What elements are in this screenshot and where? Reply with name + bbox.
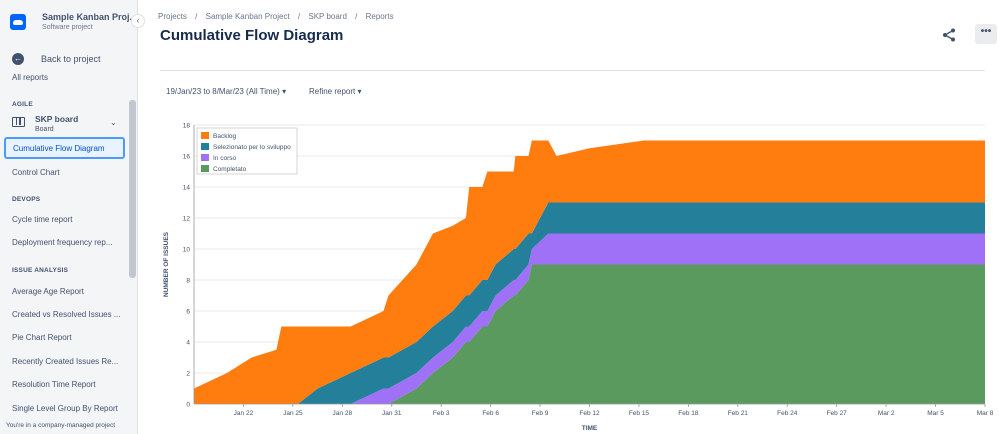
- area-in-corso[interactable]: [194, 233, 985, 405]
- x-tick-label: Feb 9: [532, 410, 549, 417]
- sidebar-item-resolution-time[interactable]: Resolution Time Report: [12, 380, 96, 389]
- project-info: Sample Kanban Proj... Software project: [42, 12, 137, 31]
- arrow-left-icon: ←: [12, 53, 24, 65]
- sidebar-item-control-chart[interactable]: Control Chart: [12, 168, 60, 177]
- y-tick-label: 10: [183, 247, 191, 254]
- cumulative-flow-chart: 0 2 4 6 8 10 12 14 16 18 Jan 22 Jan 25 Jan 28 Jan 31 F…: [163, 123, 994, 433]
- breadcrumb-separator: /: [355, 12, 358, 21]
- share-icon[interactable]: [941, 27, 957, 43]
- caret-down-icon: ▾: [357, 87, 362, 96]
- y-tick-label: 12: [183, 216, 191, 223]
- y-tick-label: 8: [186, 278, 190, 285]
- y-tick-label: 0: [186, 402, 190, 409]
- breadcrumb-board[interactable]: SKP board: [308, 12, 347, 21]
- breadcrumb-separator: /: [297, 12, 301, 21]
- x-tick-label: Feb 21: [728, 410, 749, 417]
- sidebar-item-single-level-group[interactable]: Single Level Group By Report: [12, 404, 118, 413]
- legend-label: Backlog: [213, 133, 237, 140]
- caret-down-icon: ▾: [282, 87, 287, 96]
- legend-swatch: [201, 132, 209, 139]
- section-agile: AGILE: [12, 101, 33, 108]
- y-tick-label: 16: [183, 154, 191, 161]
- x-tick-label: Feb 15: [629, 410, 650, 417]
- legend-swatch: [201, 165, 209, 172]
- section-issue-analysis: ISSUE ANALYSIS: [12, 267, 69, 274]
- refine-report-label: Refine report: [309, 87, 356, 96]
- breadcrumb-separator: /: [195, 12, 198, 21]
- sidebar-item-recently-created[interactable]: Recently Created Issues Re...: [12, 357, 119, 366]
- company-managed-note: You're in a company-managed project: [6, 422, 116, 429]
- more-actions-button[interactable]: •••: [975, 24, 997, 44]
- project-type: Software project: [42, 24, 93, 31]
- x-tick-label: Feb 6: [482, 410, 499, 417]
- legend-swatch: [201, 143, 209, 150]
- x-tick-label: Feb 18: [678, 410, 699, 417]
- sidebar-item-created-vs-resolved[interactable]: Created vs Resolved Issues ...: [12, 310, 121, 319]
- sidebar: Sample Kanban Proj... Software project ←…: [0, 0, 138, 434]
- legend-label: In corso: [213, 155, 237, 162]
- sidebar-item-cumulative-flow[interactable]: Cumulative Flow Diagram: [4, 137, 125, 159]
- breadcrumb: Projects / Sample Kanban Project / SKP b…: [158, 12, 400, 21]
- area-selezionato-per-lo-sviluppo[interactable]: [194, 202, 985, 405]
- date-range-label: 19/Jan/23 to 8/Mar/23 (All Time): [166, 87, 280, 96]
- y-tick-label: 2: [186, 371, 190, 378]
- page-title: Cumulative Flow Diagram: [160, 27, 344, 44]
- x-tick-label: Mar 2: [878, 410, 895, 417]
- cloud-icon: [10, 14, 26, 30]
- x-tick-label: Jan 25: [283, 410, 303, 417]
- chevron-down-icon[interactable]: ⌄: [110, 118, 117, 127]
- back-to-project-link[interactable]: ← Back to project: [12, 53, 101, 65]
- legend-swatch: [201, 154, 209, 161]
- sidebar-item-cycle-time[interactable]: Cycle time report: [12, 215, 73, 224]
- board-selector[interactable]: SKP board Board: [12, 114, 78, 133]
- y-tick-label: 6: [186, 309, 190, 316]
- breadcrumb-projects[interactable]: Projects: [158, 12, 187, 21]
- sidebar-item-pie-chart[interactable]: Pie Chart Report: [12, 333, 72, 342]
- x-tick-label: Jan 22: [234, 410, 254, 417]
- x-tick-label: Mar 8: [977, 410, 994, 417]
- collapse-sidebar-button[interactable]: ‹: [131, 14, 145, 28]
- x-tick-label: Feb 12: [579, 410, 600, 417]
- x-tick-label: Mar 5: [927, 410, 944, 417]
- breadcrumb-reports[interactable]: Reports: [365, 12, 394, 21]
- refine-report-dropdown[interactable]: Refine report ▾: [309, 87, 362, 96]
- legend-box: [196, 127, 298, 175]
- x-tick-label: Feb 3: [433, 410, 450, 417]
- area-completato[interactable]: [194, 264, 985, 405]
- sidebar-item-average-age[interactable]: Average Age Report: [12, 287, 84, 296]
- breadcrumb-project[interactable]: Sample Kanban Project: [205, 12, 290, 21]
- sidebar-scrollbar[interactable]: [129, 100, 136, 278]
- date-range-dropdown[interactable]: 19/Jan/23 to 8/Mar/23 (All Time) ▾: [166, 87, 286, 96]
- x-axis-title: TIME: [582, 425, 598, 432]
- x-tick-label: Feb 24: [777, 410, 798, 417]
- sidebar-item-all-reports[interactable]: All reports: [12, 73, 49, 82]
- legend-label: Completato: [213, 166, 247, 173]
- board-sub: Board: [35, 126, 54, 133]
- project-header[interactable]: Sample Kanban Proj... Software project: [10, 12, 137, 31]
- project-name: Sample Kanban Proj...: [42, 12, 138, 22]
- area-backlog[interactable]: [194, 140, 985, 405]
- legend-label: Selezionato per lo sviluppo: [213, 144, 291, 151]
- main-content: Projects / Sample Kanban Project / SKP b…: [138, 0, 999, 434]
- x-tick-label: Jan 28: [333, 410, 353, 417]
- board-icon: [12, 117, 25, 127]
- sidebar-item-deployment-frequency[interactable]: Deployment frequency rep...: [12, 238, 113, 247]
- section-devops: DEVOPS: [12, 196, 41, 203]
- y-axis-title: NUMBER OF ISSUES: [163, 231, 170, 297]
- sidebar-item-label: Cumulative Flow Diagram: [13, 144, 105, 153]
- back-label: Back to project: [41, 54, 101, 64]
- divider: [160, 70, 985, 71]
- y-tick-label: 4: [186, 340, 190, 347]
- y-tick-label: 14: [183, 185, 191, 192]
- x-tick-label: Jan 31: [382, 410, 402, 417]
- x-tick-label: Feb 27: [827, 410, 848, 417]
- y-tick-label: 18: [183, 123, 191, 130]
- board-name: SKP board: [35, 114, 79, 124]
